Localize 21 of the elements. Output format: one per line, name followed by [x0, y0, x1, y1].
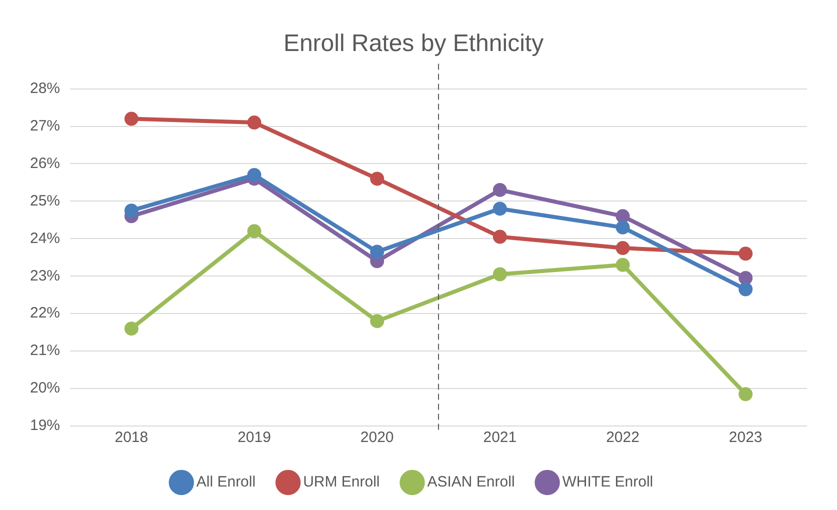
y-tick-label: 24%: [30, 230, 60, 247]
y-tick-label: 26%: [30, 154, 60, 172]
y-tick-label: 20%: [30, 380, 60, 397]
x-tick-label: 2022: [606, 429, 640, 446]
x-tick-label: 2018: [114, 429, 148, 446]
y-tick-label: 19%: [30, 417, 60, 434]
legend-label: ASIAN Enroll: [427, 474, 515, 491]
x-tick-label: 2020: [360, 429, 394, 446]
y-tick-label: 28%: [30, 80, 60, 97]
y-tick-label: 23%: [30, 267, 60, 284]
x-tick-label: 2019: [238, 429, 271, 446]
legend-label: WHITE Enroll: [562, 474, 654, 491]
legend-label: All Enroll: [196, 474, 256, 491]
y-tick-label: 25%: [30, 192, 60, 210]
y-tick-label: 22%: [30, 304, 60, 322]
chart-title: Enroll Rates by Ethnicity: [283, 30, 544, 58]
x-tick-label: 2023: [728, 429, 762, 446]
y-tick-label: 21%: [30, 342, 60, 360]
legend-label: URM Enroll: [303, 474, 380, 491]
x-tick-label: 2021: [483, 429, 517, 446]
y-tick-label: 27%: [30, 117, 60, 134]
